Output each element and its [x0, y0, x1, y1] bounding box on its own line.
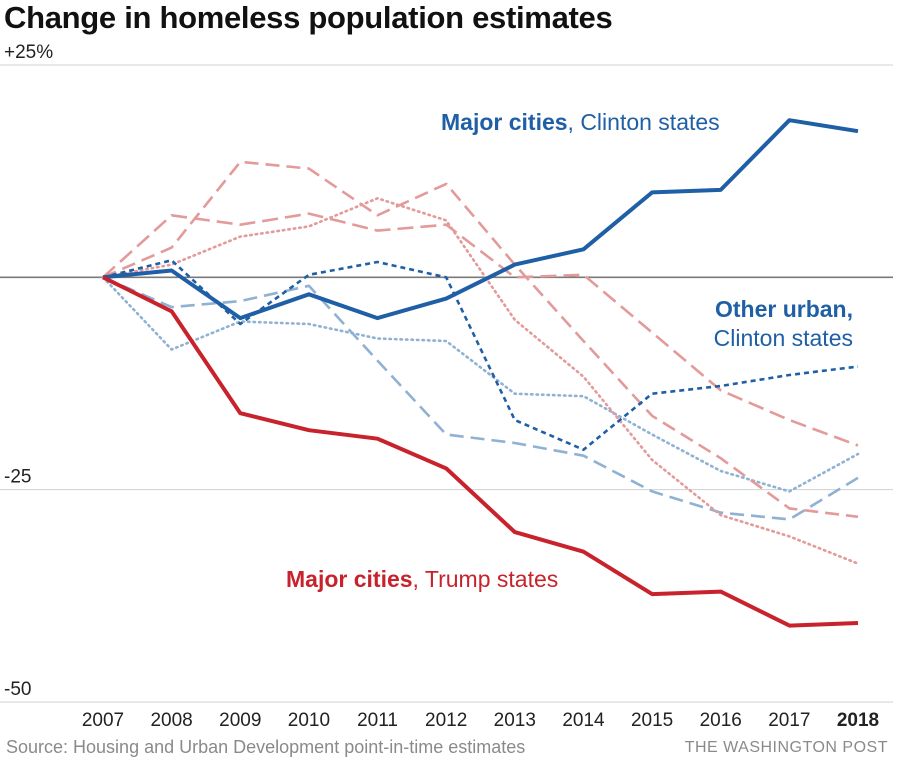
series-line-clinton-dash-bold-1: [102, 258, 859, 452]
annotation-rest: , Trump states: [413, 566, 559, 592]
y-tick-label: -25: [4, 467, 31, 488]
annotation-bold: Major cities: [286, 566, 413, 592]
x-tick-label: 2011: [357, 710, 398, 731]
x-tick-label: 2008: [150, 710, 192, 731]
x-tick-label: 2012: [425, 710, 467, 731]
x-tick-label: 2009: [219, 710, 261, 731]
x-tick-label: 2015: [631, 710, 673, 731]
x-tick-label: 2017: [768, 710, 810, 731]
annotation-rest: Clinton states: [714, 325, 853, 351]
series-line-trump-solid-bold-4: [102, 275, 859, 628]
series-annotation: Major cities, Trump states: [286, 566, 558, 592]
grid-layer: [0, 64, 893, 703]
series-line-clinton-dot-light-3: [101, 275, 860, 493]
annotation-bold: Other urban,: [715, 296, 853, 322]
label-layer: +25% -25 -50 2007 2008 2009 2010 2011 2012 2013 20…: [4, 42, 879, 731]
annotation-bold: Major cities: [441, 109, 568, 135]
series-layer: [101, 118, 860, 628]
x-tick-label: 2010: [288, 710, 330, 731]
x-tick-label: 2007: [82, 710, 124, 731]
series-line-clinton-dash-light-2: [102, 276, 859, 521]
series-line-clinton-solid-bold-0: [102, 118, 859, 321]
chart-title: Change in homeless population estimates: [4, 0, 613, 35]
y-tick-label: -50: [4, 679, 31, 700]
x-tick-label: 2016: [700, 710, 742, 731]
x-tick-label: 2018: [837, 710, 879, 731]
series-line-trump-dash-light-6: [102, 160, 859, 519]
series-annotation: Major cities, Clinton states: [441, 109, 720, 135]
annotation-rest: , Clinton states: [568, 109, 720, 135]
series-line-trump-longdash-light-5: [102, 212, 859, 447]
publisher-credit: THE WASHINGTON POST: [684, 739, 888, 756]
source-note: Source: Housing and Urban Development po…: [6, 737, 526, 757]
x-tick-label: 2013: [494, 710, 536, 731]
series-line-trump-dot-light-7: [101, 197, 860, 565]
x-tick-label: 2014: [562, 710, 605, 731]
y-tick-label: +25%: [4, 42, 53, 63]
